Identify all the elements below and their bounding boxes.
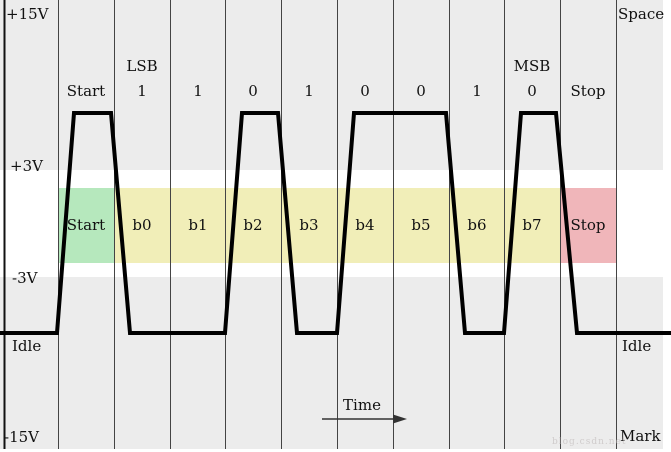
idle-label-right: Idle [622,337,651,355]
space-label: Space [618,5,664,23]
band-label-stop: Stop [571,216,606,234]
voltage-label-minus3: -3V [12,269,39,287]
watermark: blog.csdn.net [552,437,627,447]
band-label-start: Start [67,216,105,234]
band-label-b3: b3 [299,216,318,234]
signal-waveform [0,111,671,335]
lsb-label: LSB [126,57,157,75]
band-label-b2: b2 [243,216,262,234]
time-label: Time [343,396,381,414]
bit-value-b0: 1 [137,82,147,100]
voltage-label-minus15: -15V [4,428,40,446]
voltage-label-plus3: +3V [10,157,44,175]
space-region [0,0,663,170]
bit-value-b6: 1 [472,82,482,100]
band-label-b7: b7 [522,216,541,234]
idle-label-left: Idle [12,337,41,355]
msb-label: MSB [514,57,551,75]
bit-value-b5: 0 [416,82,426,100]
time-arrow-head-icon [393,414,407,424]
time-axis: Time [322,396,407,424]
band-label-b0: b0 [132,216,151,234]
start-label-top: Start [67,82,105,100]
bit-value-b3: 1 [304,82,314,100]
band-label-b6: b6 [467,216,486,234]
bit-value-b4: 0 [360,82,370,100]
bit-value-b7: 0 [527,82,537,100]
mark-label: Mark [620,427,661,445]
bit-value-b1: 1 [193,82,203,100]
mark-region [0,277,663,449]
stop-label-top: Stop [571,82,606,100]
band-label-b1: b1 [188,216,207,234]
band-label-b4: b4 [355,216,374,234]
voltage-label-plus15: +15V [6,5,50,23]
bit-value-b2: 0 [248,82,258,100]
band-label-b5: b5 [411,216,430,234]
grid-lines [58,0,617,449]
